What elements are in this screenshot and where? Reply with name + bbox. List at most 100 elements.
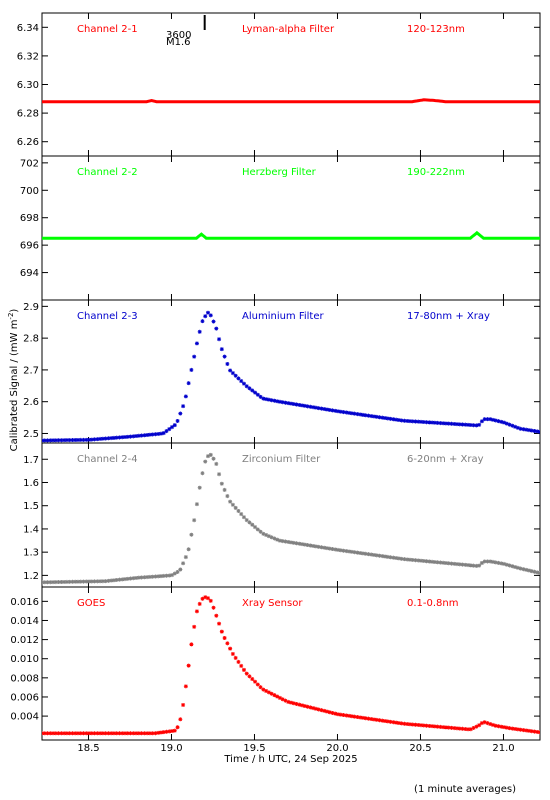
data-point — [203, 314, 208, 319]
data-point — [109, 436, 114, 441]
y-tick-label: 0.008 — [10, 673, 39, 684]
data-point — [372, 414, 376, 419]
data-point — [164, 729, 169, 734]
data-point — [183, 684, 188, 689]
data-point — [266, 397, 271, 402]
data-point — [324, 407, 329, 412]
data-point — [490, 417, 495, 422]
data-point — [219, 629, 224, 634]
data-point — [186, 547, 191, 552]
data-point — [347, 410, 352, 415]
data-point — [413, 722, 418, 727]
annotation-value: 3600 — [166, 30, 191, 41]
data-point — [322, 407, 327, 412]
data-point — [289, 700, 293, 705]
data-point — [120, 435, 125, 440]
data-point — [502, 725, 507, 730]
data-point — [206, 310, 210, 315]
data-point — [239, 379, 244, 384]
data-point — [369, 717, 374, 722]
data-point — [338, 712, 343, 717]
data-point — [277, 538, 282, 543]
data-point — [203, 595, 208, 600]
data-point — [228, 368, 233, 373]
data-point — [161, 573, 166, 578]
data-point — [125, 434, 130, 439]
data-point — [59, 731, 64, 736]
y-tick-label: 694 — [20, 268, 39, 279]
data-point — [538, 571, 540, 576]
series-line — [42, 98, 540, 104]
data-point — [324, 546, 329, 551]
y-tick-label: 0.016 — [10, 597, 39, 608]
data-point — [496, 419, 501, 424]
data-point — [441, 421, 446, 426]
data-point — [441, 725, 446, 730]
data-point — [81, 437, 86, 442]
data-point — [272, 398, 277, 403]
data-point — [175, 725, 180, 730]
data-point — [67, 731, 72, 736]
data-point — [485, 417, 490, 422]
panel-label: GOES — [77, 598, 105, 609]
data-point — [363, 551, 368, 556]
data-point — [106, 731, 111, 736]
data-point — [347, 713, 352, 718]
data-point — [383, 554, 388, 559]
y-tick-label: 1.5 — [23, 501, 39, 512]
data-point — [405, 418, 410, 423]
data-point — [230, 502, 235, 507]
panel-frame — [41, 586, 541, 741]
data-point — [106, 578, 111, 583]
data-point — [280, 539, 285, 544]
data-point — [114, 577, 119, 582]
data-point — [247, 674, 252, 679]
data-point — [479, 419, 484, 424]
data-point — [463, 727, 468, 732]
data-point — [330, 547, 335, 552]
data-point — [479, 721, 484, 726]
data-point — [438, 724, 443, 729]
data-point — [48, 731, 53, 736]
data-point — [225, 641, 230, 646]
data-point — [449, 421, 454, 426]
y-tick-label: 700 — [20, 186, 39, 197]
data-point — [369, 552, 374, 557]
data-point — [87, 437, 92, 442]
panel-zirconium: 1.2 1.3 1.4 1.5 1.6 1.7 Channel 2-4 Zirconium F… — [23, 442, 541, 588]
data-point — [463, 422, 468, 427]
data-point — [145, 433, 150, 438]
data-point — [455, 422, 459, 427]
data-point — [479, 561, 484, 565]
data-point — [313, 544, 318, 549]
data-point — [521, 728, 526, 733]
data-point — [419, 558, 424, 563]
data-point — [131, 576, 136, 581]
data-point — [219, 347, 224, 352]
data-point — [219, 481, 224, 486]
data-point — [42, 580, 47, 585]
data-point — [261, 531, 266, 536]
data-point — [208, 598, 213, 603]
data-point — [474, 724, 479, 729]
data-point — [388, 416, 393, 421]
data-point — [98, 731, 103, 736]
data-point — [443, 561, 448, 566]
data-point — [432, 560, 437, 565]
data-point — [283, 400, 288, 405]
data-point — [374, 717, 379, 722]
data-point — [178, 717, 183, 722]
data-point — [139, 575, 144, 580]
x-axis-title: Time / h UTC, 24 Sep 2025 — [223, 754, 357, 765]
data-point — [410, 419, 415, 424]
data-point — [499, 724, 504, 729]
panel-label: 17-80nm + Xray — [407, 311, 490, 322]
data-point — [217, 472, 222, 477]
data-point — [385, 719, 390, 724]
data-point — [211, 456, 216, 461]
data-point — [78, 579, 83, 584]
panel-goes-xray: 0.004 0.006 0.008 0.010 0.012 0.014 0.016 18.5 1… — [10, 586, 541, 754]
data-point — [53, 731, 58, 736]
data-point — [230, 651, 235, 656]
data-point — [430, 724, 435, 729]
